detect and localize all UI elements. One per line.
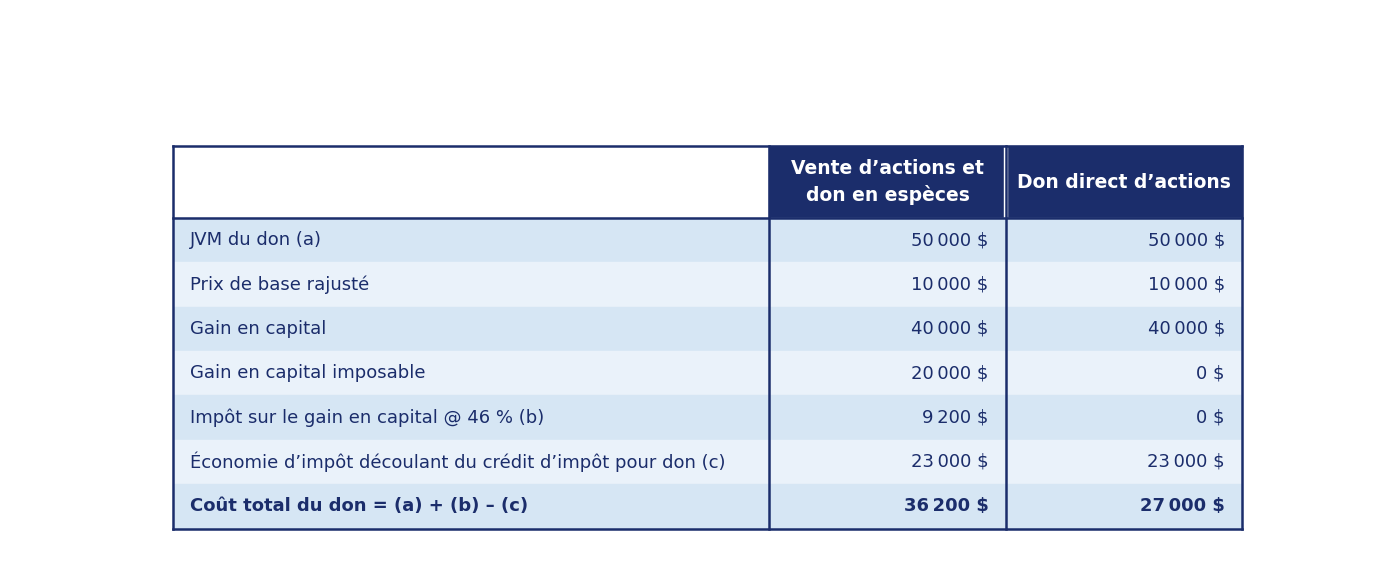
Text: 50 000 $: 50 000 $ [911, 231, 988, 249]
Text: Gain en capital: Gain en capital [189, 320, 326, 338]
Text: Don direct d’actions: Don direct d’actions [1017, 172, 1231, 192]
Bar [1005, 146, 1007, 218]
Text: 40 000 $: 40 000 $ [911, 320, 988, 338]
Text: 23 000 $: 23 000 $ [911, 453, 988, 471]
Text: Prix de base rajusté: Prix de base rajusté [189, 275, 368, 294]
Bar [172, 307, 1242, 351]
Text: Vente d’actions et
don en espèces: Vente d’actions et don en espèces [791, 159, 984, 205]
Text: Gain en capital imposable: Gain en capital imposable [189, 364, 425, 382]
Text: 0 $: 0 $ [1196, 408, 1225, 427]
Bar [769, 146, 1242, 218]
Text: 40 000 $: 40 000 $ [1148, 320, 1225, 338]
Text: Impôt sur le gain en capital @ 46 % (b): Impôt sur le gain en capital @ 46 % (b) [189, 408, 544, 427]
Bar [172, 262, 1242, 307]
Bar [172, 351, 1242, 396]
Text: 10 000 $: 10 000 $ [1148, 276, 1225, 293]
Text: Coût total du don = (a) + (b) – (c): Coût total du don = (a) + (b) – (c) [189, 497, 527, 515]
Text: 50 000 $: 50 000 $ [1148, 231, 1225, 249]
Text: 27 000 $: 27 000 $ [1140, 497, 1225, 515]
Bar [172, 396, 1242, 440]
Text: 0 $: 0 $ [1196, 364, 1225, 382]
Text: 36 200 $: 36 200 $ [904, 497, 988, 515]
Text: JVM du don (a): JVM du don (a) [189, 231, 322, 249]
Text: 10 000 $: 10 000 $ [911, 276, 988, 293]
Text: Économie d’impôt découlant du crédit d’impôt pour don (c): Économie d’impôt découlant du crédit d’i… [189, 451, 724, 472]
Text: 20 000 $: 20 000 $ [911, 364, 988, 382]
Text: 23 000 $: 23 000 $ [1147, 453, 1225, 471]
Bar [172, 218, 1242, 262]
Bar [172, 440, 1242, 484]
Bar [172, 484, 1242, 528]
Text: 9 200 $: 9 200 $ [922, 408, 988, 427]
